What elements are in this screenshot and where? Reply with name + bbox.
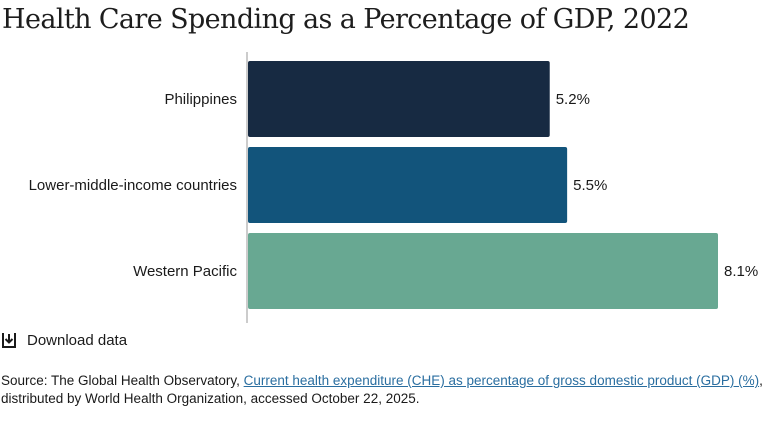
bar [248, 233, 718, 309]
category-label: Western Pacific [133, 263, 237, 280]
value-label: 8.1% [724, 263, 758, 280]
chart-title: Health Care Spending as a Percentage of … [2, 4, 690, 35]
source-link[interactable]: Current health expenditure (CHE) as perc… [243, 373, 760, 388]
bar [248, 61, 550, 137]
download-data-button[interactable]: Download data [0, 331, 127, 349]
category-label: Lower-middle-income countries [29, 177, 237, 194]
download-icon [0, 331, 18, 349]
value-label: 5.2% [556, 91, 590, 108]
category-label: Philippines [164, 91, 237, 108]
bar [248, 147, 568, 223]
bar-chart: Philippines 5.2% Lower-middle-income count… [29, 52, 758, 323]
source-prefix: Source: The Global Health Observatory, [1, 373, 244, 388]
value-label: 5.5% [573, 177, 607, 194]
download-label: Download data [27, 331, 128, 349]
source-note: Source: The Global Health Observatory, C… [1, 372, 771, 408]
source-suffix: , distributed by World Health Organizati… [1, 373, 763, 406]
